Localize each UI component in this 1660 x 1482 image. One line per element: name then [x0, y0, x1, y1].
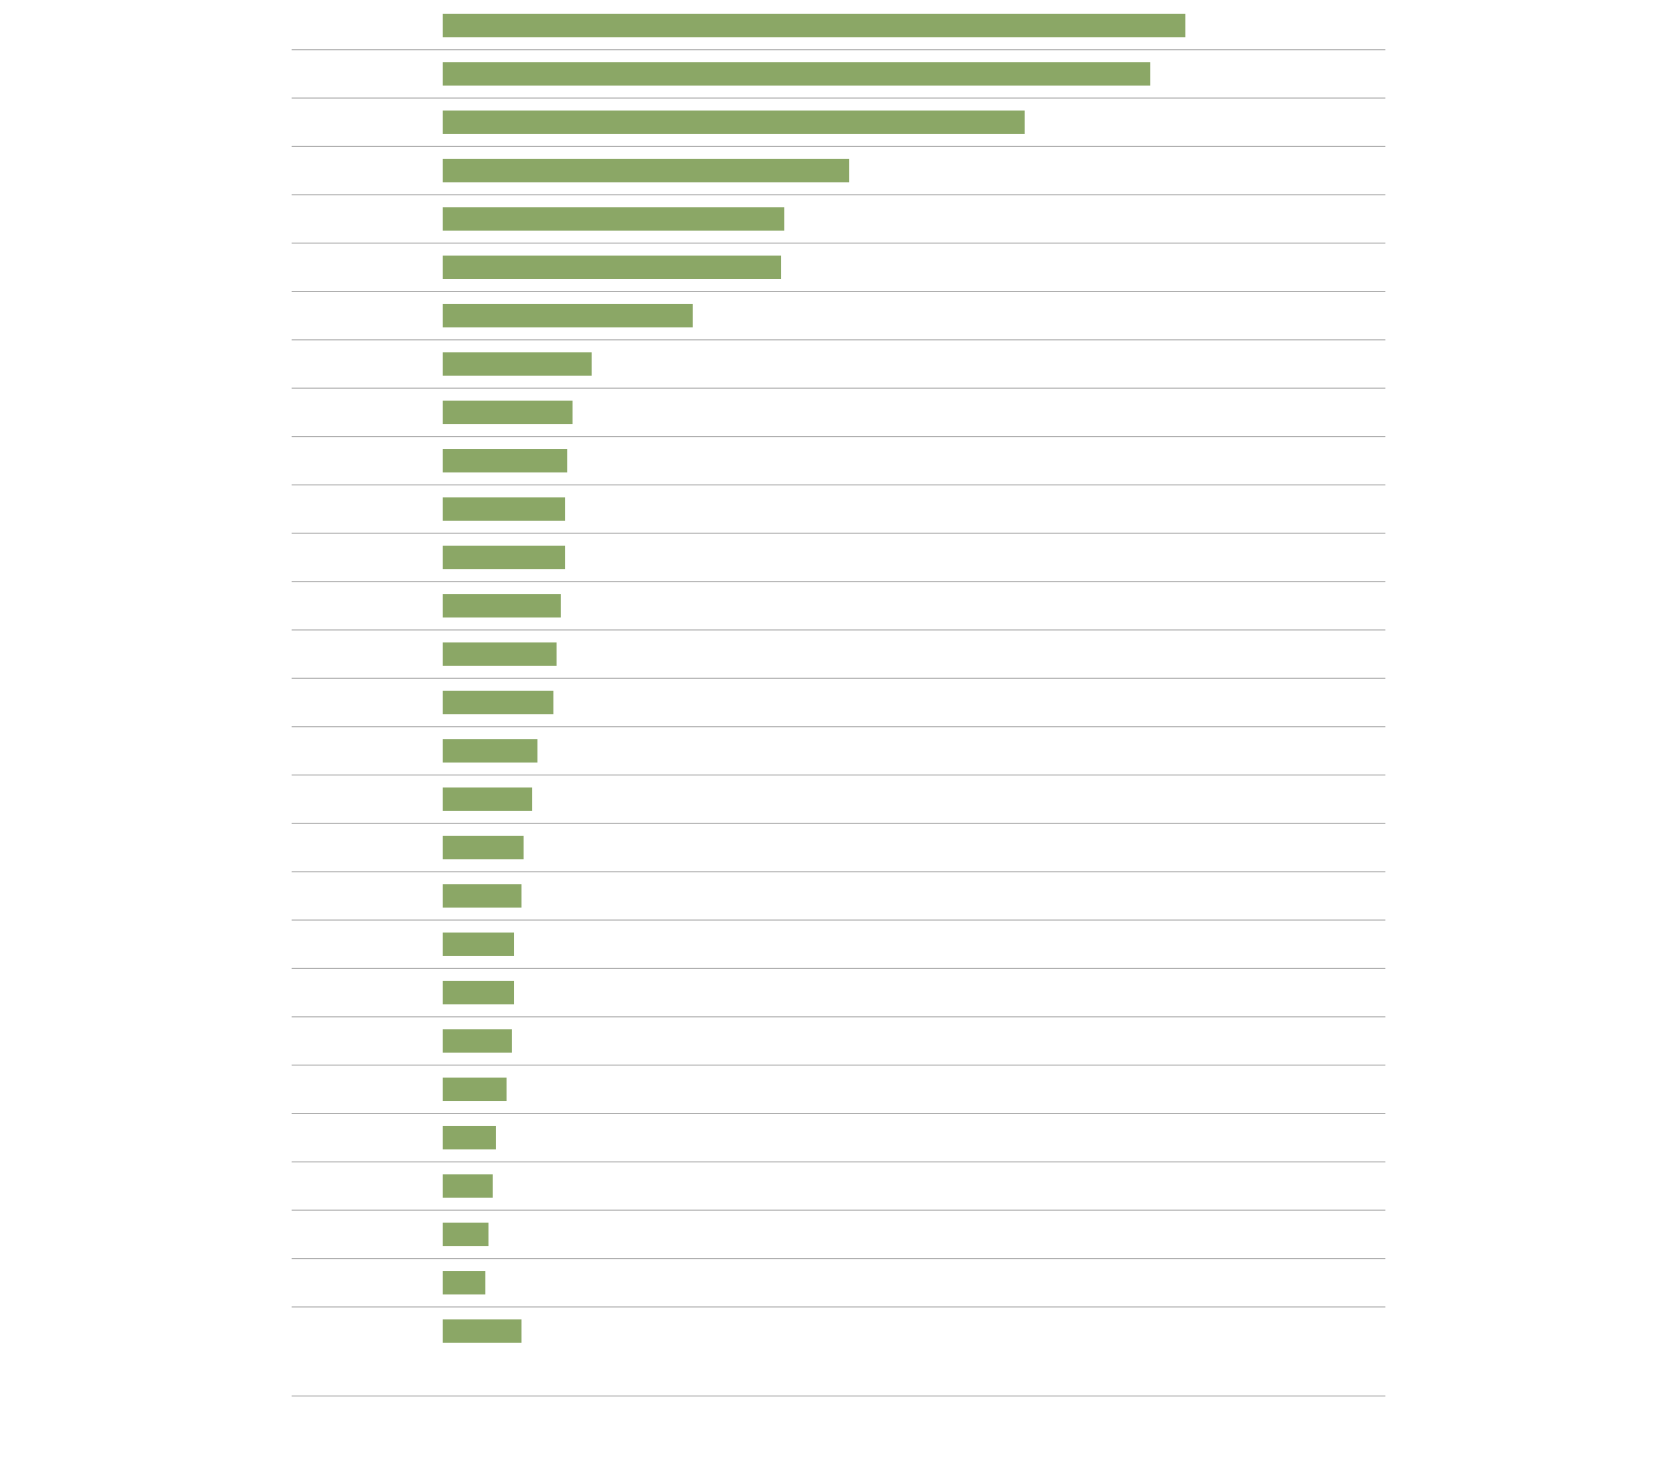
bar: [442, 207, 785, 231]
bar: [442, 497, 566, 521]
bar: [442, 1029, 512, 1053]
bar: [442, 110, 1025, 134]
bar: [442, 690, 554, 715]
bar: [442, 835, 524, 860]
bar: [442, 980, 515, 1005]
bar: [442, 1125, 496, 1150]
bar: [442, 1222, 489, 1247]
bar: [442, 739, 538, 763]
bar: [442, 545, 566, 570]
bar: [442, 13, 1186, 38]
bar: [442, 642, 557, 666]
bar: [442, 352, 592, 376]
bar: [442, 594, 561, 618]
bar: [442, 884, 522, 908]
bar: [442, 62, 1151, 86]
bar: [442, 449, 568, 473]
bar: [442, 158, 850, 183]
bar: [442, 787, 533, 811]
bar: [442, 932, 515, 956]
bar: [442, 1271, 486, 1295]
bar: [442, 1319, 522, 1343]
bar: [442, 255, 782, 280]
bar: [442, 400, 573, 425]
bar: [442, 1077, 507, 1102]
bar: [442, 1174, 493, 1198]
bar: [442, 303, 693, 328]
